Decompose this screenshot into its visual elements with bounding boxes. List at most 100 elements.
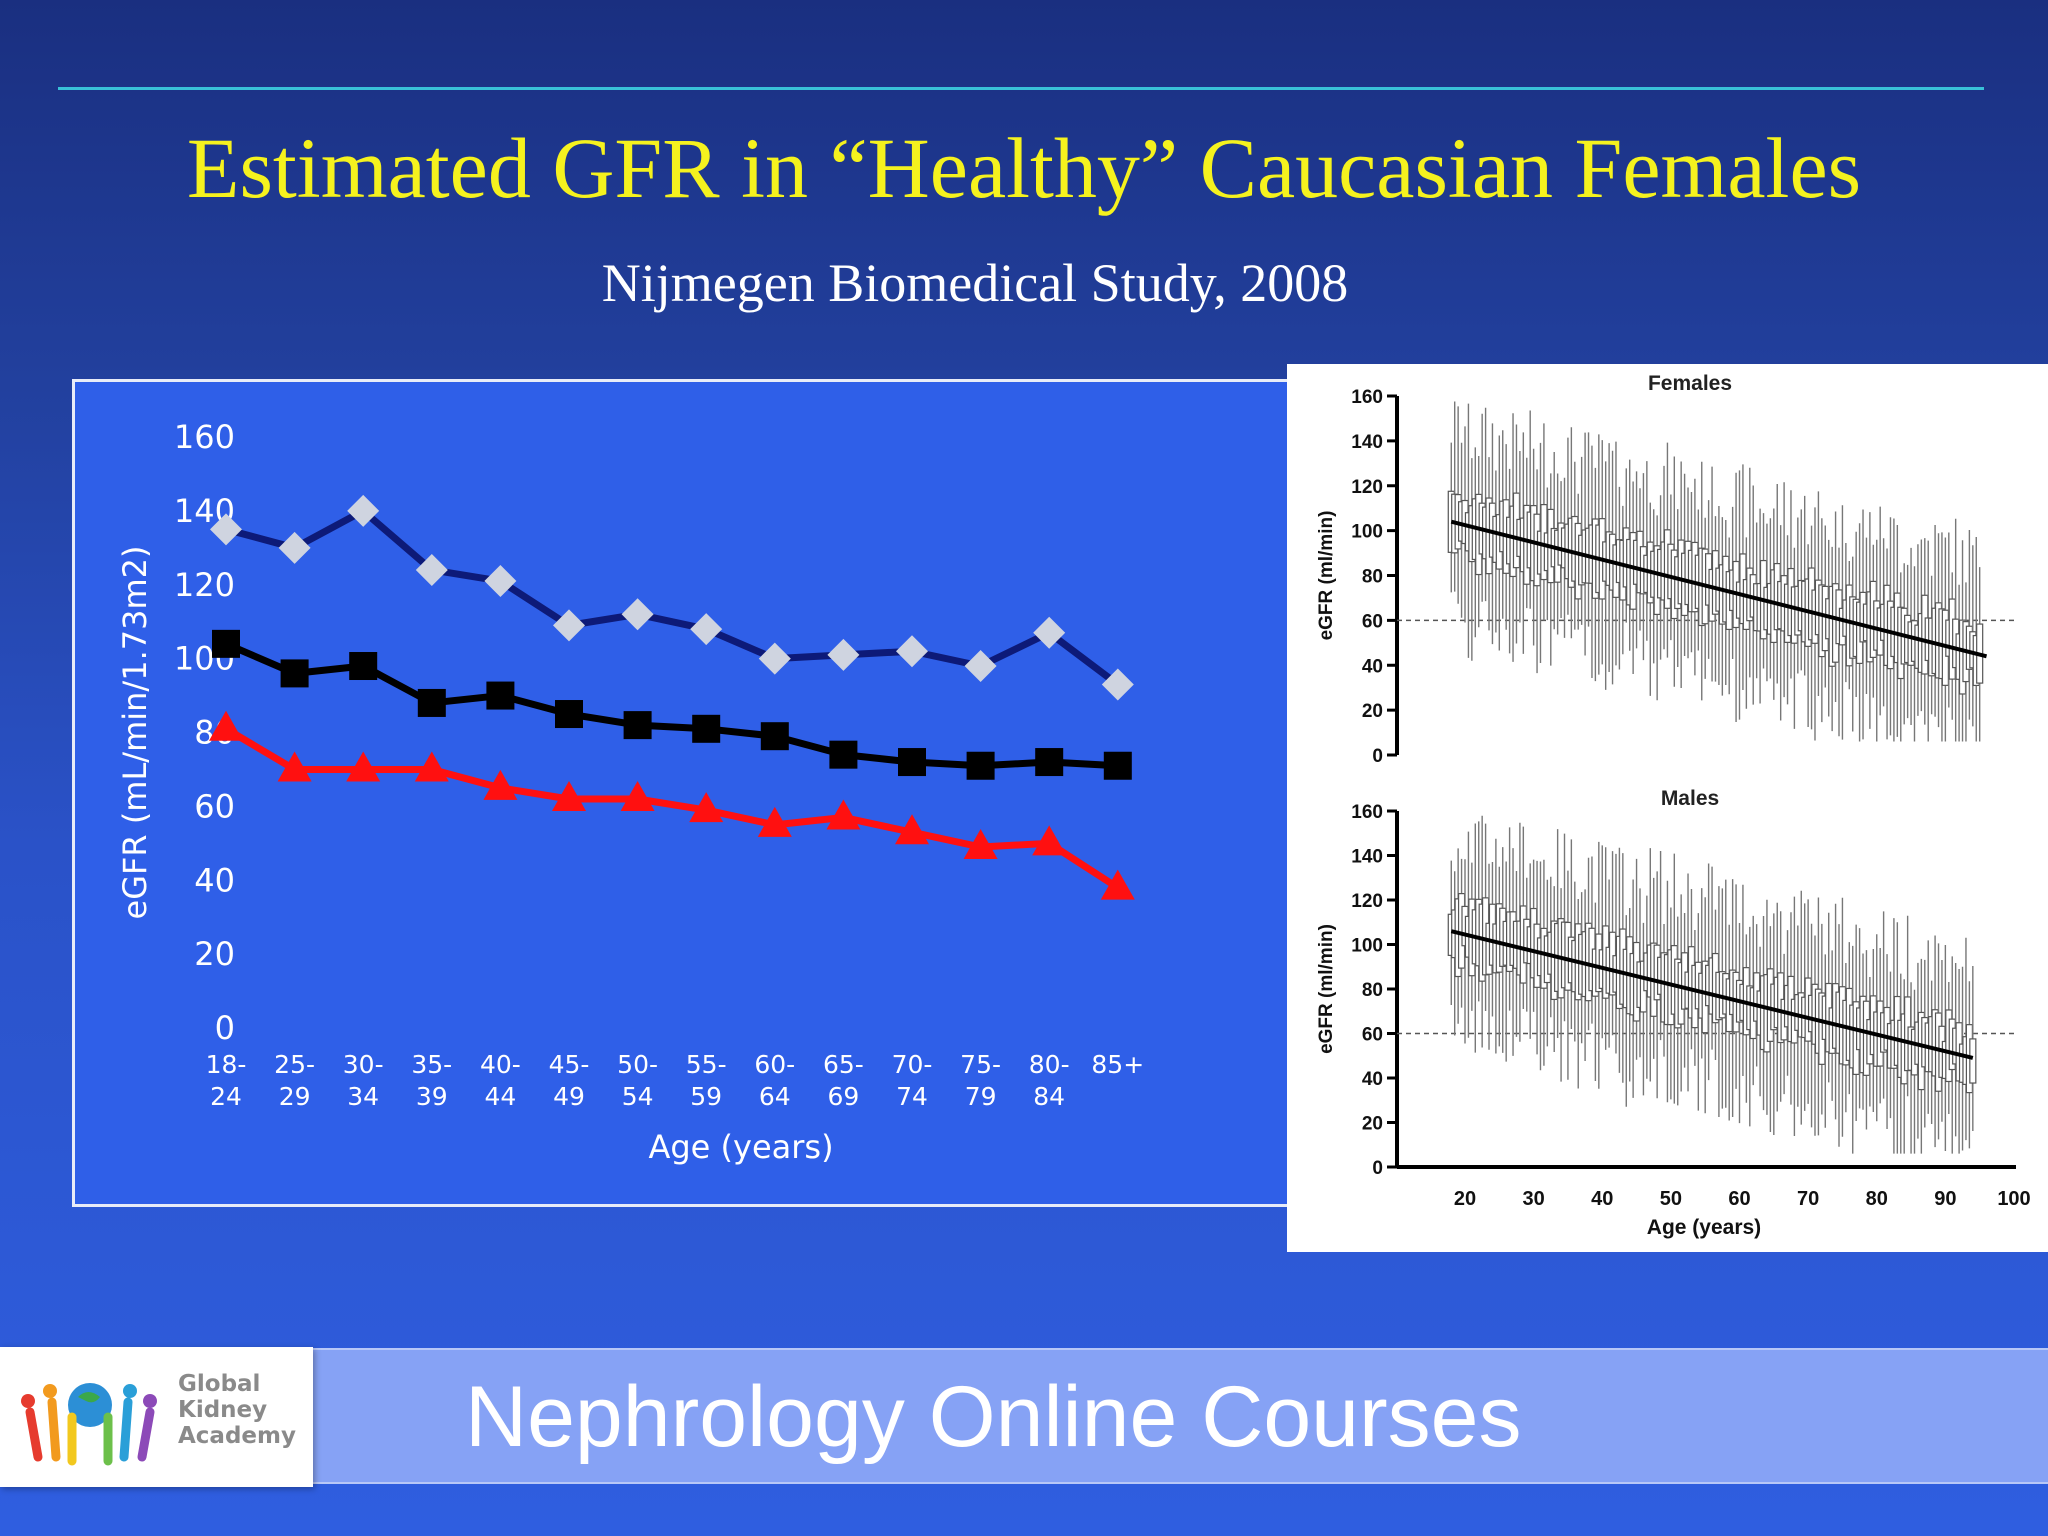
logo-text: Global Kidney Academy (178, 1371, 296, 1449)
x-tick-label: 74 (896, 1082, 928, 1111)
trend-line (1450, 519, 1988, 659)
inset-y-tick-label: 160 (1351, 387, 1383, 408)
inset-x-tick-label: 60 (1728, 1188, 1750, 1210)
square-marker (760, 722, 789, 751)
x-tick-label: 64 (759, 1082, 791, 1111)
inset-y-tick-label: 0 (1372, 1158, 1383, 1179)
x-tick-label: 69 (827, 1082, 859, 1111)
inset-x-tick-label: 100 (1997, 1188, 2030, 1210)
inset-x-tick-label: 90 (1934, 1188, 1956, 1210)
x-tick-label: 65- (823, 1050, 864, 1079)
square-marker (212, 629, 240, 658)
inset-y-axis-label: eGFR (ml/min) (1316, 511, 1337, 641)
logo-line: Global (178, 1371, 261, 1397)
footer-text: Nephrology Online Courses (465, 1369, 1522, 1465)
logo-line: Academy (178, 1423, 296, 1449)
x-tick-label: 54 (622, 1082, 654, 1111)
square-marker (623, 711, 652, 740)
inset-y-tick-label: 140 (1351, 432, 1383, 453)
box (1969, 1038, 1977, 1084)
triangle-marker (757, 806, 792, 837)
triangle-marker (826, 799, 861, 830)
diamond-marker (827, 638, 860, 671)
top-rule (58, 87, 1984, 90)
triangle-marker (895, 814, 929, 845)
square-marker (555, 700, 583, 729)
square-marker (966, 751, 995, 780)
x-tick-label: 25- (274, 1050, 315, 1079)
diamond-marker (347, 494, 380, 527)
x-tick-label: 44 (484, 1082, 516, 1111)
trend-line (1450, 929, 1974, 1060)
diamond-marker (278, 531, 311, 564)
x-tick-label: 80- (1029, 1050, 1070, 1079)
logo-line: Kidney (178, 1397, 268, 1423)
x-tick-label: 59 (690, 1082, 722, 1111)
inset-y-tick-label: 60 (1362, 611, 1383, 632)
x-tick-label: 75- (960, 1050, 1001, 1079)
x-tick-label: 45- (549, 1050, 590, 1079)
x-tick-label: 84 (1033, 1082, 1065, 1111)
inset-boxplot-panel: Females 0 20 40 60 80 100 120 140 160 eGFR (ml/min… (1287, 364, 2048, 1252)
diamond-marker (896, 635, 928, 668)
x-tick-label: 39 (416, 1082, 448, 1111)
people-globe-icon (21, 1383, 157, 1466)
inset-y-tick-label: 20 (1362, 701, 1383, 722)
triangle-marker (209, 710, 243, 741)
inset-y-tick-label: 40 (1362, 656, 1383, 677)
x-tick-label: 24 (210, 1082, 242, 1111)
x-tick-label: 70- (892, 1050, 933, 1079)
inset-boxplots: Females 0 20 40 60 80 100 120 140 160 eGFR (ml/min… (1316, 372, 2031, 1239)
x-tick-label: 40- (480, 1050, 521, 1079)
diamond-marker (1033, 616, 1066, 649)
y-tick-label: 20 (194, 935, 235, 973)
slide-subtitle: Nijmegen Biomedical Study, 2008 (601, 253, 1349, 313)
x-tick-label: 49 (553, 1082, 585, 1111)
x-tick-label: 34 (347, 1082, 379, 1111)
x-tick-label: 79 (965, 1082, 997, 1111)
x-tick-label: 29 (279, 1082, 311, 1111)
square-marker (280, 659, 309, 688)
y-tick-label: 120 (174, 566, 235, 604)
inset-x-tick-label: 80 (1866, 1188, 1888, 1210)
inset-x-tick-label: 20 (1454, 1188, 1476, 1210)
inset-y-tick-label: 100 (1351, 936, 1383, 957)
y-axis-label: eGFR (mL/min/1.73m2) (116, 546, 154, 920)
x-tick-label: 60- (754, 1050, 795, 1079)
logo (0, 1347, 313, 1487)
x-tick-label: 35- (411, 1050, 452, 1079)
triangle-marker (346, 751, 381, 782)
inset-x-tick-label: 70 (1797, 1188, 1819, 1210)
inset-panel-title: Females (1648, 372, 1732, 395)
inset-y-tick-label: 60 (1362, 1025, 1383, 1046)
inset-x-tick-label: 30 (1523, 1188, 1545, 1210)
inset-x-tick-label: 50 (1660, 1188, 1682, 1210)
triangle-marker (277, 751, 312, 782)
series-lower-line (224, 725, 1120, 891)
slide-title: Estimated GFR in “Healthy” Caucasian Fem… (186, 120, 1862, 216)
triangle-marker (483, 769, 518, 800)
triangle-marker (689, 792, 724, 823)
triangle-marker (620, 780, 655, 811)
diamond-marker (1101, 668, 1134, 701)
inset-x-axis-label: Age (years) (1647, 1216, 1761, 1239)
triangle-marker (552, 780, 586, 811)
inset-y-tick-label: 140 (1351, 847, 1383, 868)
diamond-marker (964, 650, 997, 683)
inset-y-tick-label: 80 (1362, 567, 1383, 588)
x-tick-label: 85+ (1091, 1050, 1144, 1079)
square-marker (486, 681, 515, 710)
x-tick-label: 55- (686, 1050, 727, 1079)
diamond-marker (690, 613, 723, 646)
triangle-marker (1100, 869, 1135, 900)
x-axis-label: Age (years) (648, 1128, 833, 1166)
inset-y-axis-label: eGFR (ml/min) (1316, 924, 1337, 1054)
triangle-marker (414, 751, 449, 782)
y-tick-label: 40 (194, 861, 235, 899)
square-marker (1035, 748, 1064, 777)
diamond-marker (484, 565, 517, 598)
inset-y-tick-label: 0 (1372, 746, 1383, 767)
x-tick-label: 18- (206, 1050, 247, 1079)
